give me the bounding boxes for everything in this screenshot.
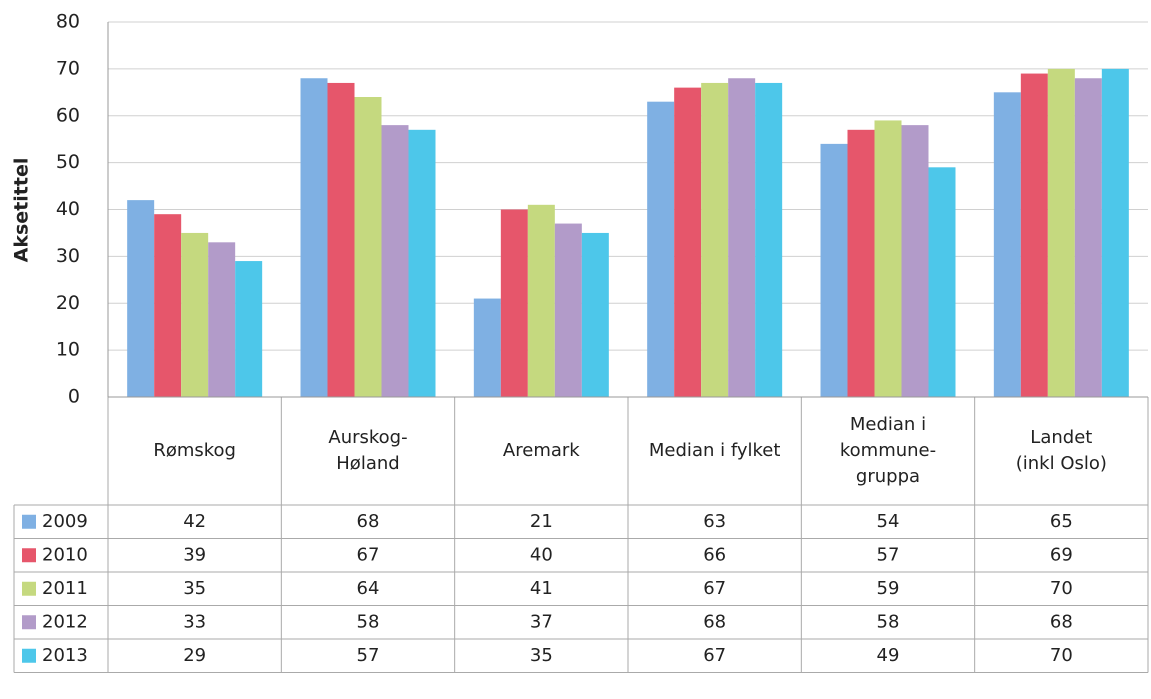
y-tick-label: 0 <box>68 386 80 408</box>
legend-label: 2009 <box>42 511 88 532</box>
category-label: Aurskog- Høland <box>328 427 408 474</box>
category-label: Median i kommune- gruppa <box>839 414 937 487</box>
bar <box>354 97 382 397</box>
table-value: 63 <box>703 511 726 532</box>
bar <box>847 129 875 397</box>
table-value: 40 <box>530 544 553 565</box>
bar <box>127 200 155 397</box>
category-label: Rømskog <box>153 440 236 461</box>
y-tick-label: 40 <box>56 198 80 220</box>
bar <box>1047 68 1075 397</box>
bar <box>901 125 929 397</box>
bar <box>208 242 236 397</box>
table-value: 64 <box>357 578 380 599</box>
table-value: 65 <box>1050 511 1073 532</box>
bar <box>874 120 902 397</box>
bar <box>581 232 609 397</box>
category-label: Aremark <box>502 440 580 461</box>
category-label: Median i fylket <box>648 440 781 461</box>
y-tick-label: 70 <box>56 57 80 79</box>
bar <box>154 214 182 397</box>
table-value: 21 <box>530 511 553 532</box>
table-value: 69 <box>1050 544 1073 565</box>
bar <box>728 78 756 397</box>
bar <box>500 209 528 397</box>
bar <box>701 82 729 397</box>
bar <box>473 298 501 397</box>
table-value: 39 <box>183 544 206 565</box>
bar <box>928 167 956 397</box>
table-value: 67 <box>703 645 726 666</box>
bar <box>554 223 582 397</box>
table-value: 59 <box>877 578 900 599</box>
table-value: 70 <box>1050 645 1073 666</box>
legend-swatch <box>22 648 36 663</box>
legend-swatch <box>22 514 36 529</box>
bar <box>181 232 209 397</box>
y-tick-label: 20 <box>56 292 80 314</box>
bar <box>527 204 555 397</box>
table-value: 54 <box>877 511 900 532</box>
table-value: 58 <box>357 611 380 632</box>
bar <box>381 125 409 397</box>
y-tick-label: 30 <box>56 245 80 267</box>
y-tick-label: 60 <box>56 104 80 126</box>
table-value: 33 <box>183 611 206 632</box>
bar <box>674 87 702 397</box>
table-value: 57 <box>877 544 900 565</box>
table-value: 67 <box>357 544 380 565</box>
bar <box>327 82 355 397</box>
table-value: 29 <box>183 645 206 666</box>
bar <box>820 143 848 397</box>
bar <box>755 82 783 397</box>
table-value: 57 <box>357 645 380 666</box>
y-tick-label: 10 <box>56 339 80 361</box>
bar <box>300 78 328 397</box>
bar <box>1074 78 1102 397</box>
table-value: 42 <box>183 511 206 532</box>
y-tick-label: 80 <box>56 11 80 33</box>
table-value: 41 <box>530 578 553 599</box>
bar <box>993 92 1021 397</box>
table-value: 67 <box>703 578 726 599</box>
table-value: 68 <box>703 611 726 632</box>
bar <box>235 261 263 397</box>
bar <box>647 101 675 397</box>
legend-label: 2010 <box>42 544 88 565</box>
table-value: 35 <box>183 578 206 599</box>
legend-swatch <box>22 548 36 563</box>
legend-label: 2013 <box>42 645 88 666</box>
table-value: 35 <box>530 645 553 666</box>
table-value: 49 <box>877 645 900 666</box>
legend-swatch <box>22 581 36 596</box>
table-value: 58 <box>877 611 900 632</box>
y-tick-label: 50 <box>56 151 80 173</box>
table-value: 37 <box>530 611 553 632</box>
table-value: 68 <box>1050 611 1073 632</box>
legend-swatch <box>22 615 36 630</box>
category-label: Landet (inkl Oslo) <box>1015 427 1107 474</box>
table-value: 66 <box>703 544 726 565</box>
bar <box>1101 68 1129 397</box>
table-value: 68 <box>357 511 380 532</box>
table-value: 70 <box>1050 578 1073 599</box>
bar <box>408 129 436 397</box>
legend-label: 2011 <box>42 578 88 599</box>
y-axis-title: Aksetittel <box>11 158 33 263</box>
legend-label: 2012 <box>42 611 88 632</box>
bar <box>1020 73 1048 397</box>
